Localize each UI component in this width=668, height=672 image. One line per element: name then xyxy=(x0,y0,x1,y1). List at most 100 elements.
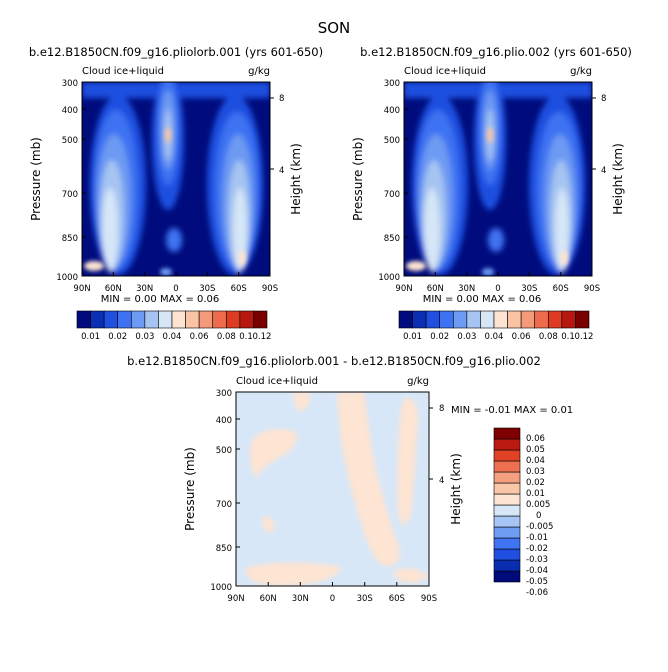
colorbar-swatch xyxy=(575,310,590,329)
colorbar-label: 0.1 xyxy=(561,332,575,342)
colorbar-label: -0.005 xyxy=(526,522,553,532)
colorbar-swatch xyxy=(493,471,521,484)
colorbar-swatch xyxy=(185,310,200,329)
colorbar-label: 0.02 xyxy=(108,332,127,342)
x-tick-label: 30N xyxy=(136,284,153,294)
colorbar-swatch xyxy=(398,310,413,329)
colorbar-label: 0 xyxy=(536,511,541,521)
x-tick-label: 30N xyxy=(458,284,475,294)
colorbar-swatch xyxy=(547,310,563,329)
colorbar-label: 0.02 xyxy=(526,478,545,488)
colorbar-swatches xyxy=(493,427,521,583)
y-tick-label: 1000 xyxy=(378,273,400,283)
panel-diff-minmax: MIN = -0.01 MAX = 0.01 xyxy=(451,405,573,416)
colorbar-swatch xyxy=(480,310,495,329)
panel-diff-left-string: Cloud ice+liquid xyxy=(236,376,318,387)
colorbar-label: 0.01 xyxy=(403,332,422,342)
y-tick-label: 300 xyxy=(216,389,232,399)
panel-left-field xyxy=(82,82,270,276)
colorbar-swatch xyxy=(493,548,521,561)
colorbar-label: 0.01 xyxy=(81,332,100,342)
colorbar-label: 0.05 xyxy=(526,445,545,455)
colorbar-swatch xyxy=(239,310,254,329)
colorbar-swatch xyxy=(425,310,441,329)
y-tick-label: 500 xyxy=(384,136,400,146)
colorbar-label: 0.06 xyxy=(512,332,531,342)
x-tick-label: 60N xyxy=(105,284,122,294)
x-tick-label: 0 xyxy=(173,284,178,294)
colorbar-swatch xyxy=(466,310,481,329)
panel-left-y2label: Height (km) xyxy=(289,143,303,214)
y-tick-label: 300 xyxy=(62,79,78,89)
panel-left-units: g/kg xyxy=(248,66,270,77)
panel-diff-field xyxy=(236,392,429,586)
y2-tick-label: 4 xyxy=(439,476,444,486)
x-tick-label: 60S xyxy=(389,594,405,604)
colorbar-swatch xyxy=(534,310,549,329)
panel-left-title: b.e12.B1850CN.f09_g16.pliolorb.001 (yrs … xyxy=(29,45,323,59)
x-tick-label: 90N xyxy=(395,284,412,294)
colorbar-label: 0.12 xyxy=(253,332,272,342)
y-tick-label: 850 xyxy=(62,234,78,244)
colorbar-label: 0.06 xyxy=(190,332,209,342)
colorbar-swatch xyxy=(493,449,521,462)
panel-left-xticks: 90N 60N 30N 0 30S 60S 90S xyxy=(73,272,278,294)
panel-diff-y2label: Height (km) xyxy=(449,453,463,524)
colorbar-swatch xyxy=(212,310,227,329)
colorbar-label: 0.08 xyxy=(217,332,236,342)
panel-diff: b.e12.B1850CN.f09_g16.pliolorb.001 - b.e… xyxy=(127,354,573,604)
colorbar-swatch xyxy=(439,310,454,329)
x-tick-label: 30S xyxy=(357,594,373,604)
panel-right-y2label: Height (km) xyxy=(611,143,625,214)
colorbar-label: -0.01 xyxy=(526,533,548,543)
colorbar-swatch xyxy=(493,460,521,473)
colorbar-swatch xyxy=(493,515,521,528)
colorbar-swatch xyxy=(76,310,91,329)
y-tick-label: 1000 xyxy=(210,583,232,593)
panel-right-xticks: 90N 60N 30N 0 30S 60S 90S xyxy=(395,272,600,294)
colorbar-label: 0.03 xyxy=(526,467,545,477)
panel-diff-ylabel: Pressure (mb) xyxy=(183,447,197,531)
figure-title: SON xyxy=(318,19,351,37)
panel-right-units: g/kg xyxy=(570,66,592,77)
colorbar-swatch xyxy=(493,570,521,583)
colorbar-label: -0.03 xyxy=(526,555,548,565)
panel-diff-colorbar: 0.06 0.05 0.04 0.03 0.02 0.01 0.005 0 -0… xyxy=(493,427,553,598)
y-tick-label: 700 xyxy=(216,500,232,510)
x-tick-label: 60S xyxy=(553,284,569,294)
y2-tick-label: 4 xyxy=(601,166,606,176)
colorbar-swatch xyxy=(198,310,214,329)
y-tick-label: 300 xyxy=(384,79,400,89)
panel-left-left-string: Cloud ice+liquid xyxy=(82,66,164,77)
colorbar-swatch xyxy=(130,310,146,329)
x-tick-label: 90N xyxy=(73,284,90,294)
colorbar-swatch xyxy=(493,537,521,550)
colorbar-label: 0.12 xyxy=(575,332,594,342)
panel-right: b.e12.B1850CN.f09_g16.plio.002 (yrs 601-… xyxy=(351,45,632,342)
panel-right-colorbar: 0.01 0.02 0.03 0.04 0.06 0.08 0.1 0.12 xyxy=(398,310,594,342)
x-tick-label: 60S xyxy=(231,284,247,294)
colorbar-swatch xyxy=(493,427,521,440)
colorbar-label: 0.06 xyxy=(526,434,545,444)
y2-tick-label: 8 xyxy=(279,94,284,104)
colorbar-swatch xyxy=(171,310,186,329)
colorbar-label: 0.04 xyxy=(485,332,504,342)
x-tick-label: 0 xyxy=(495,284,500,294)
colorbar-label: 0.04 xyxy=(163,332,182,342)
colorbar-label: -0.05 xyxy=(526,577,548,587)
x-tick-label: 60N xyxy=(260,594,277,604)
panel-right-left-string: Cloud ice+liquid xyxy=(404,66,486,77)
x-tick-label: 90N xyxy=(227,594,244,604)
x-tick-label: 0 xyxy=(330,594,335,604)
x-tick-label: 90S xyxy=(421,594,437,604)
colorbar-swatch xyxy=(103,310,119,329)
colorbar-label: 0.01 xyxy=(526,489,545,499)
panel-diff-xticks: 90N 60N 30N 0 30S 60S 90S xyxy=(227,582,437,604)
y-tick-label: 400 xyxy=(62,106,78,116)
y-tick-label: 850 xyxy=(384,234,400,244)
x-tick-label: 90S xyxy=(584,284,600,294)
colorbar-swatch xyxy=(493,526,521,539)
colorbar-swatch xyxy=(493,438,521,451)
y2-tick-label: 8 xyxy=(601,94,606,104)
